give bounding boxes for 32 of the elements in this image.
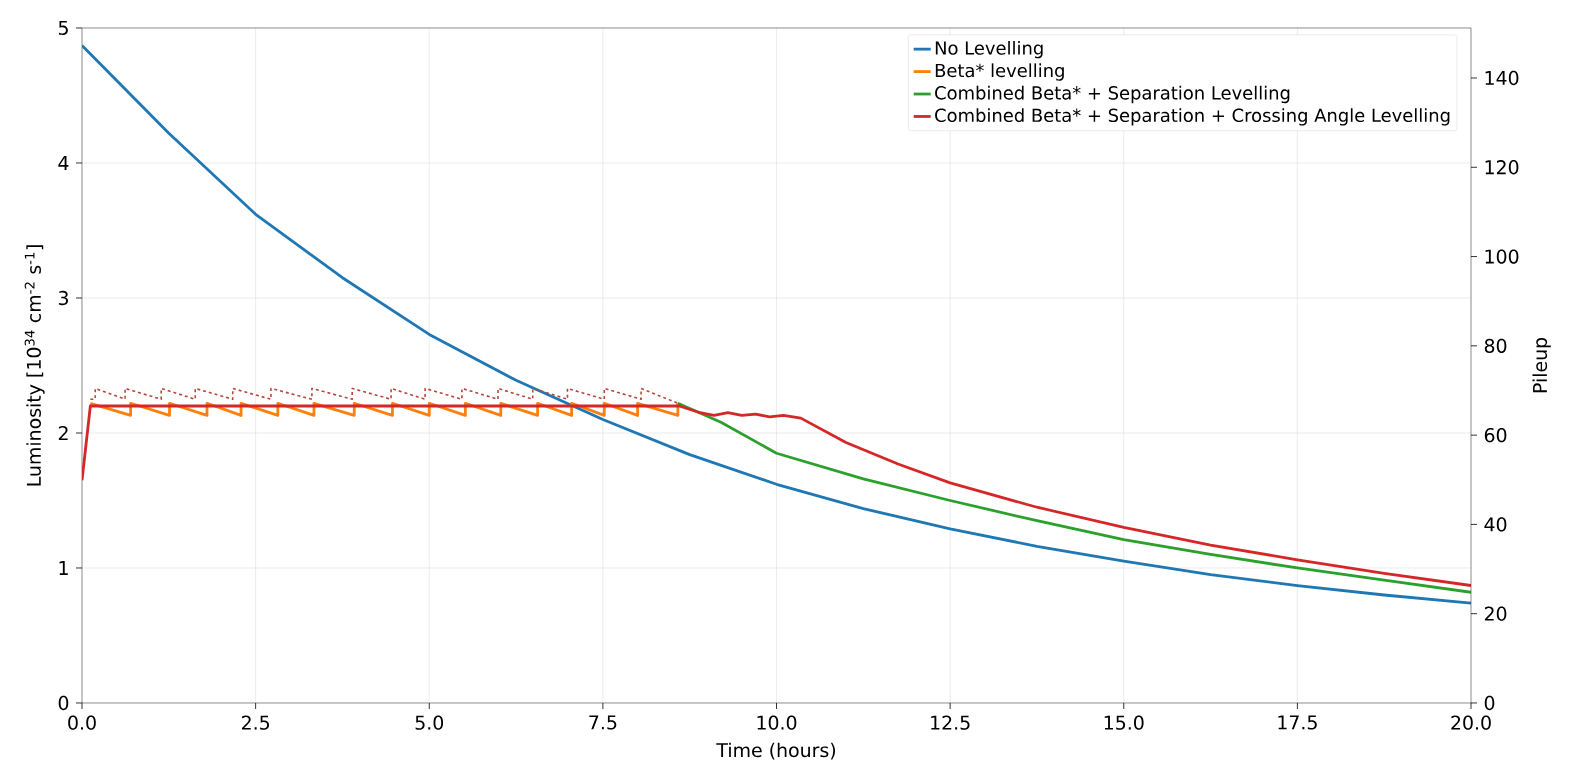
x-tick-label: 20.0 — [1451, 715, 1491, 730]
y2-axis-title: Pileup — [1532, 337, 1551, 393]
y2-tick-label: 0 — [1484, 695, 1495, 711]
y2-tick-label: 100 — [1485, 249, 1519, 264]
y2-tick-label: 140 — [1485, 70, 1519, 86]
legend-label: No Levelling — [935, 40, 1043, 59]
x-tick-label: 17.5 — [1278, 715, 1317, 730]
y-tick-label: 0 — [58, 695, 69, 711]
y2-tick-label: 80 — [1484, 338, 1507, 353]
x-tick-label: 15.0 — [1104, 715, 1144, 730]
x-tick-label: 7.5 — [589, 715, 617, 730]
y-tick-label: 5 — [58, 20, 68, 36]
x-tick-label: 10.0 — [757, 715, 797, 730]
x-tick-label: 0.0 — [68, 715, 96, 730]
y2-tick-label: 60 — [1484, 427, 1507, 443]
y2-tick-label: 120 — [1485, 160, 1519, 175]
y2-tick-label: 20 — [1484, 606, 1507, 621]
x-tick-label: 2.5 — [241, 715, 270, 730]
legend-label: Combined Beta* + Separation Levelling — [935, 85, 1290, 104]
y-tick-label: 4 — [58, 156, 69, 170]
y-tick-label: 2 — [58, 425, 68, 441]
line-series — [82, 404, 1472, 587]
legend-label: Combined Beta* + Separation + Crossing Angle Levelling — [935, 108, 1450, 126]
y2-tick-label: 40 — [1484, 517, 1507, 532]
x-tick-label: 5.0 — [415, 715, 444, 730]
legend-label: Beta* levelling — [935, 63, 1064, 81]
line-series — [676, 401, 1472, 594]
y-axis-title: Luminosity [10$^{34}$ cm$^{-2}$ s$^{-1}$] — [24, 245, 45, 486]
y-tick-label: 1 — [59, 561, 68, 575]
x-tick-label: 12.5 — [931, 715, 970, 730]
y-tick-label: 3 — [58, 290, 68, 306]
x-axis-title: Time (hours) — [716, 742, 836, 760]
